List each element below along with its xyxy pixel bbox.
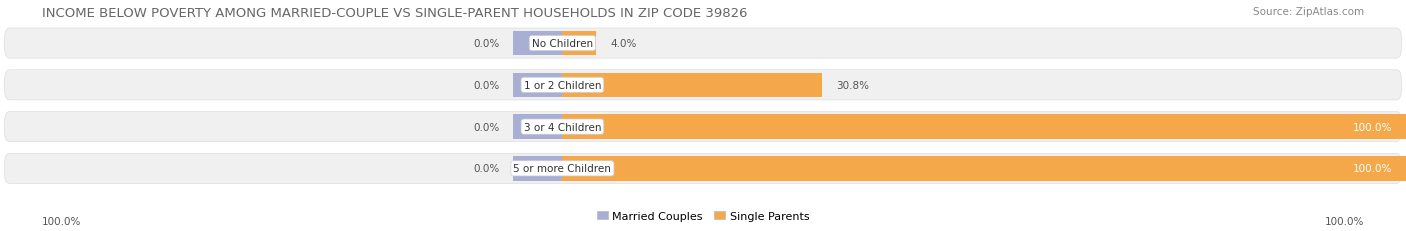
Text: 100.0%: 100.0% [42,216,82,226]
Text: Source: ZipAtlas.com: Source: ZipAtlas.com [1253,7,1364,17]
Bar [513,115,562,139]
Text: 0.0%: 0.0% [472,122,499,132]
Text: 0.0%: 0.0% [472,39,499,49]
Legend: Married Couples, Single Parents: Married Couples, Single Parents [592,207,814,225]
Bar [513,73,562,98]
Bar [562,73,823,98]
Bar [513,32,562,56]
Text: 100.0%: 100.0% [1353,164,1392,174]
Bar [513,156,562,181]
Text: 5 or more Children: 5 or more Children [513,164,612,174]
FancyBboxPatch shape [4,29,1402,59]
Text: 30.8%: 30.8% [837,80,869,91]
FancyBboxPatch shape [4,154,1402,184]
FancyBboxPatch shape [4,112,1402,142]
Text: 100.0%: 100.0% [1324,216,1364,226]
Bar [562,32,596,56]
Text: 100.0%: 100.0% [1353,122,1392,132]
Text: 3 or 4 Children: 3 or 4 Children [523,122,602,132]
Text: 1 or 2 Children: 1 or 2 Children [523,80,602,91]
Bar [562,156,1406,181]
Bar [562,115,1406,139]
Text: 4.0%: 4.0% [610,39,637,49]
Text: No Children: No Children [531,39,593,49]
Text: 0.0%: 0.0% [472,80,499,91]
Text: 0.0%: 0.0% [472,164,499,174]
Text: INCOME BELOW POVERTY AMONG MARRIED-COUPLE VS SINGLE-PARENT HOUSEHOLDS IN ZIP COD: INCOME BELOW POVERTY AMONG MARRIED-COUPL… [42,7,748,20]
FancyBboxPatch shape [4,70,1402,100]
